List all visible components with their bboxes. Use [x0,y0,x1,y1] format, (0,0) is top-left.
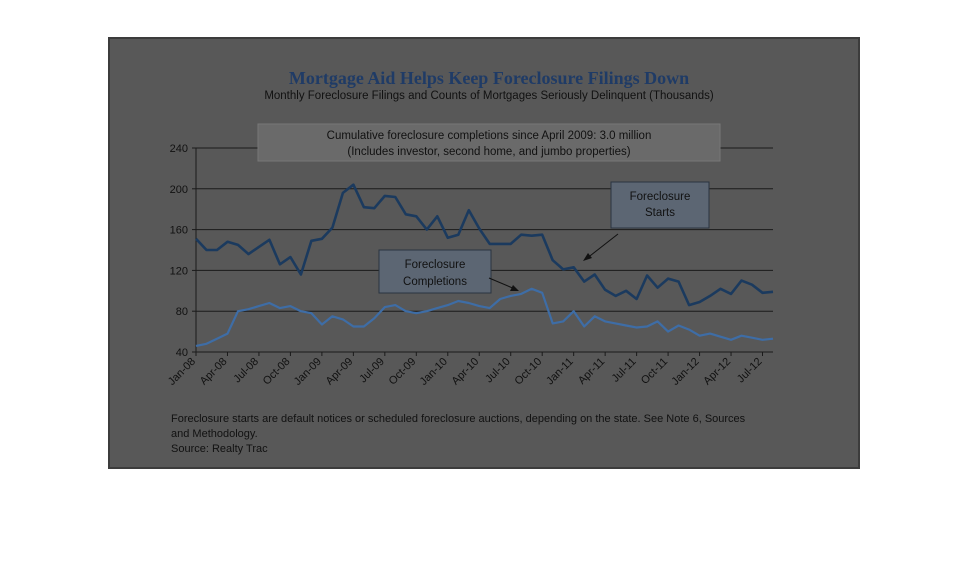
x-tick-label: Jan-09 [292,356,324,388]
series-line-foreclosure-completions [195,287,774,347]
completions-callout-arrow [488,277,516,290]
x-tick-label: Apr-12 [701,356,733,388]
x-tick-label: Apr-08 [198,356,230,388]
y-tick-label: 40 [176,347,188,359]
x-tick-label: Jul-10 [483,356,513,386]
completions-callout-line-2: Completions [403,276,467,288]
footnote: Foreclosure starts are default notices o… [171,412,791,457]
x-tick-label: Jan-12 [669,356,701,388]
annotation-box [257,123,721,162]
x-tick-label: Jul-09 [357,356,387,386]
footnote-line-2: and Methodology. [171,428,258,440]
x-tick-label: Jul-11 [610,356,639,385]
x-tick-label: Jan-08 [166,356,198,388]
starts-callout-line-2: Starts [645,207,675,219]
y-tick-label: 80 [176,306,188,318]
x-tick-label: Jul-08 [231,356,261,386]
y-axis: 40 80 120 160 200 240 [170,143,197,359]
y-tick-label: 160 [170,225,188,237]
footnote-line-1: Foreclosure starts are default notices o… [171,413,746,425]
starts-callout-arrow [585,233,619,260]
x-tick-label: Jul-12 [735,356,765,386]
footnote-source: Source: Realty Trac [171,443,268,455]
starts-callout-box [610,181,710,229]
y-tick-label: 120 [170,265,188,277]
x-tick-label: Oct-11 [639,356,670,387]
completions-callout-arrowhead [510,285,519,291]
y-tick-label: 200 [170,184,188,196]
chart-title: Mortgage Aid Helps Keep Foreclosure Fili… [289,68,689,88]
chart-subtitle: Monthly Foreclosure Filings and Counts o… [264,90,714,102]
x-axis: Jan-08 Apr-08 Jul-08 Oct-08 Jan-09 Apr-09 Jul-… [166,352,765,388]
x-tick-label: Oct-10 [512,356,544,388]
x-tick-label: Oct-08 [261,356,293,388]
x-tick-label: Oct-09 [387,356,419,388]
starts-callout-line-1: Foreclosure [630,191,691,203]
completions-callout-line-1: Foreclosure [405,259,466,271]
x-tick-label: Apr-11 [576,356,607,387]
x-tick-label: Jan-10 [418,356,450,388]
x-tick-label: Apr-10 [450,356,482,388]
x-tick-label: Jan-11 [544,356,576,388]
series-line-foreclosure-starts [195,183,774,307]
series-layer [195,183,774,347]
x-tick-label: Apr-09 [324,356,356,388]
completions-callout-box [378,249,492,294]
annotation-line-1: Cumulative foreclosure completions since… [327,130,652,142]
starts-callout-arrowhead [583,253,592,261]
annotation-line-2: (Includes investor, second home, and jum… [347,146,630,158]
y-tick-label: 240 [170,143,188,155]
